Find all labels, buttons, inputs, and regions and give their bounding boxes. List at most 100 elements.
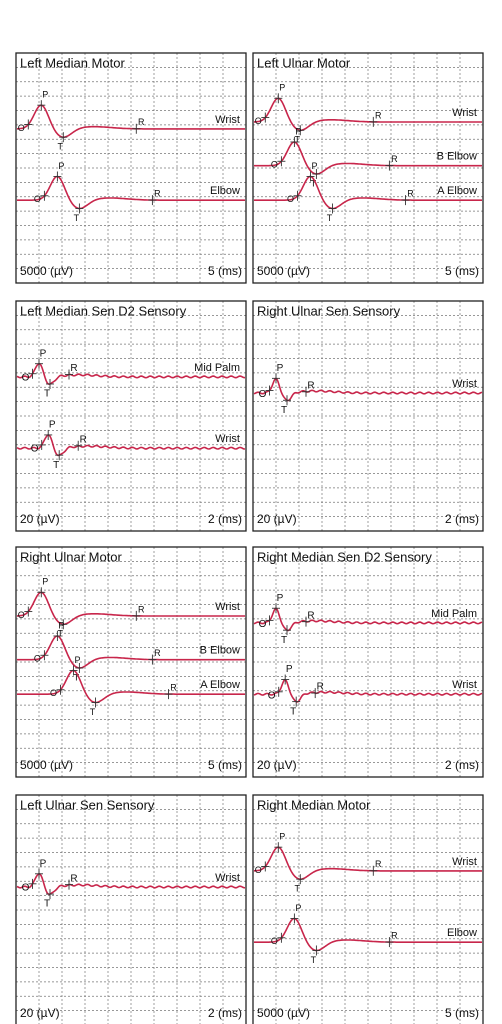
trace-label: B Elbow	[200, 645, 240, 657]
marker-label: O	[268, 690, 276, 701]
panel-title: Right Median Motor	[257, 797, 371, 812]
panel-title: Left Ulnar Sen Sensory	[20, 797, 155, 812]
marker-label: O	[271, 160, 278, 170]
marker-label: O	[18, 123, 25, 133]
marker-label: T	[74, 672, 80, 682]
panel-frame	[15, 546, 247, 778]
panel-frame	[252, 52, 484, 284]
trace-label: Mid Palm	[431, 608, 477, 620]
marker-label: O	[259, 389, 267, 400]
marker-label: O	[22, 882, 30, 893]
trace-label: Elbow	[447, 927, 477, 939]
amplitude-scale: 5000 (µV)	[20, 264, 73, 278]
panel: Right Median Sen D2 Sensory 20 (µV) 2 (ms)…	[252, 546, 484, 778]
marker-label: R	[391, 154, 398, 164]
marker-label: P	[277, 593, 284, 604]
panel-background	[16, 53, 246, 283]
marker-label: P	[295, 126, 301, 136]
panel-background	[253, 795, 483, 1024]
marker-label: T	[74, 213, 80, 223]
trace-label: Wrist	[215, 601, 240, 613]
marker-label: T	[281, 635, 287, 646]
marker-label: P	[74, 655, 80, 665]
time-scale: 5 (ms)	[445, 1006, 479, 1020]
marker-label: O	[259, 619, 267, 630]
panel-frame	[15, 300, 247, 532]
marker-label: R	[70, 363, 77, 374]
marker-label: T	[281, 405, 287, 416]
marker-label: T	[58, 629, 64, 639]
marker-label: P	[40, 858, 47, 869]
panel: Right Ulnar Sen Sensory 20 (µV) 2 (ms) Wris…	[252, 300, 484, 532]
panel-background	[16, 547, 246, 777]
trace-label: A Elbow	[437, 185, 477, 197]
trace-label: Mid Palm	[194, 362, 240, 374]
marker-label: P	[49, 420, 56, 431]
panel-title: Right Ulnar Sen Sensory	[257, 303, 401, 318]
waveform	[253, 377, 483, 402]
marker-label: T	[44, 389, 50, 400]
marker-label: O	[31, 444, 39, 455]
panel-frame	[252, 546, 484, 778]
marker-label: R	[317, 682, 324, 693]
marker-label: R	[307, 380, 314, 391]
trace-label: A Elbow	[200, 679, 240, 691]
marker-label: R	[154, 648, 161, 658]
amplitude-scale: 5000 (µV)	[257, 264, 310, 278]
panel-title: Left Median Motor	[20, 55, 125, 70]
marker-label: O	[271, 936, 278, 946]
marker-label: O	[34, 194, 41, 204]
marker-label: R	[375, 110, 382, 120]
panel: Right Median Motor 5000 (µV) 5 (ms) Wrist O P…	[252, 794, 484, 1024]
waveform	[254, 141, 482, 175]
panel-background	[253, 547, 483, 777]
marker-label: P	[42, 90, 48, 100]
marker-label: R	[138, 604, 145, 614]
time-scale: 5 (ms)	[208, 264, 242, 278]
marker-label: P	[279, 832, 285, 842]
panel-background	[253, 301, 483, 531]
panel-background	[253, 53, 483, 283]
panel-frame	[15, 52, 247, 284]
waveform	[16, 434, 246, 457]
marker-label: O	[255, 116, 262, 126]
marker-label: T	[290, 706, 296, 717]
marker-label: P	[279, 83, 285, 93]
marker-label: R	[375, 859, 382, 869]
marker-label: R	[80, 434, 87, 445]
waveform	[16, 362, 246, 386]
trace-label: Wrist	[452, 107, 477, 119]
panel-background	[16, 795, 246, 1024]
time-scale: 2 (ms)	[445, 512, 479, 526]
marker-label: R	[170, 682, 177, 692]
marker-label: R	[154, 188, 161, 198]
marker-label: T	[327, 213, 333, 223]
marker-label: O	[34, 654, 41, 664]
panel-frame	[252, 300, 484, 532]
waveform	[17, 591, 245, 626]
trace-label: Wrist	[452, 378, 477, 390]
waveform	[253, 678, 483, 703]
waveform	[17, 104, 245, 138]
marker-label: O	[22, 372, 30, 383]
marker-label: R	[407, 188, 414, 198]
panel-background	[16, 301, 246, 531]
marker-label: T	[311, 955, 317, 965]
panel-frame	[15, 794, 247, 1024]
marker-label: T	[90, 707, 96, 717]
marker-label: P	[58, 620, 64, 630]
trace-label: Elbow	[210, 185, 240, 197]
waveform	[17, 635, 245, 669]
trace-label: Wrist	[215, 433, 240, 445]
waveform	[253, 607, 483, 632]
marker-label: T	[44, 899, 50, 910]
waveform	[16, 872, 246, 896]
marker-label: P	[40, 348, 47, 359]
panel: Left Ulnar Sen Sensory 20 (µV) 2 (ms) Wrist…	[15, 794, 247, 1024]
marker-label: O	[255, 865, 262, 875]
waveform	[17, 175, 245, 210]
trace-label: Wrist	[452, 856, 477, 868]
